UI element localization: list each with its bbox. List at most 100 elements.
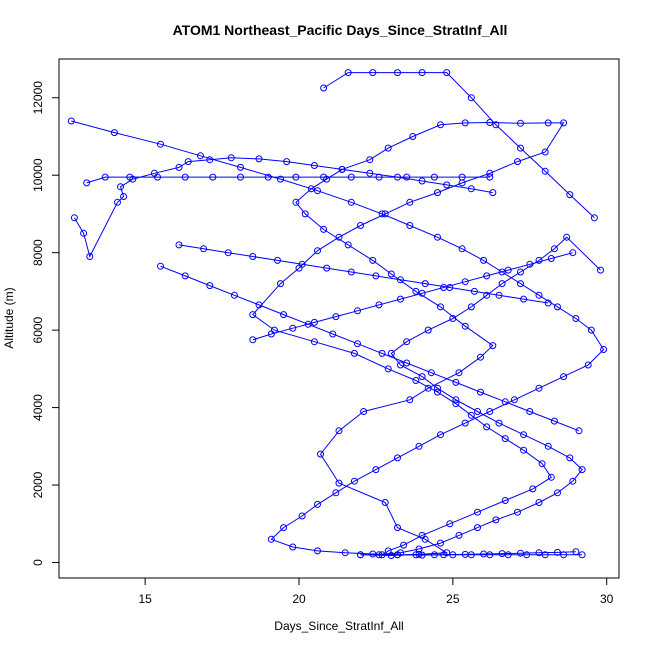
data-point	[520, 431, 528, 439]
data-point	[412, 377, 420, 384]
data-point	[430, 551, 438, 559]
data-point	[504, 551, 512, 559]
data-point	[510, 396, 518, 404]
data-point	[492, 516, 500, 524]
data-point	[498, 280, 506, 288]
data-point	[474, 408, 481, 415]
data-point	[206, 156, 214, 164]
x-axis: 15 20 25 30	[138, 577, 614, 606]
data-point	[403, 338, 411, 346]
data-point	[501, 398, 509, 406]
data-point	[486, 408, 494, 415]
series	[157, 262, 583, 435]
data-point	[317, 450, 324, 458]
data-point	[304, 320, 312, 328]
data-point	[347, 173, 355, 181]
data-point	[458, 173, 466, 181]
data-point	[480, 256, 488, 264]
data-point	[529, 485, 537, 493]
data-point	[587, 326, 595, 334]
data-point	[514, 158, 521, 166]
data-point	[554, 303, 561, 311]
x-tick-label: 25	[446, 592, 460, 606]
data-point	[387, 270, 395, 278]
data-point	[477, 353, 484, 361]
data-point	[418, 531, 426, 539]
data-point	[314, 187, 321, 195]
data-point	[483, 291, 491, 299]
data-point	[344, 241, 352, 249]
data-point	[249, 253, 257, 260]
data-point	[517, 144, 524, 152]
chart-title: ATOM1 Northeast_Pacific Days_Since_Strat…	[173, 22, 508, 38]
data-point	[175, 241, 183, 249]
data-point	[400, 541, 408, 549]
data-point	[277, 280, 284, 288]
data-point	[394, 454, 401, 462]
data-point	[101, 173, 109, 181]
data-point	[544, 442, 552, 450]
data-point	[437, 539, 444, 547]
data-point	[406, 198, 414, 206]
data-point	[474, 524, 481, 532]
x-tick-label: 15	[138, 592, 152, 606]
data-point	[375, 551, 383, 559]
data-point	[298, 260, 306, 268]
data-point	[489, 342, 497, 350]
data-point	[323, 264, 331, 272]
data-point	[372, 466, 380, 474]
data-point	[249, 311, 257, 319]
data-point	[307, 185, 315, 193]
data-point	[277, 175, 284, 183]
data-point	[560, 119, 568, 127]
data-point	[461, 278, 469, 286]
plot-frame	[58, 58, 620, 579]
data-point	[310, 338, 318, 346]
data-point	[424, 384, 432, 392]
data-point	[572, 315, 580, 322]
data-point	[347, 198, 355, 206]
data-point	[354, 307, 361, 315]
data-point	[310, 162, 318, 169]
data-point	[566, 454, 574, 462]
data-point	[418, 373, 426, 381]
series-line	[252, 121, 601, 557]
data-point	[289, 543, 297, 551]
data-point	[255, 155, 263, 163]
data-point	[550, 417, 558, 425]
data-point	[320, 84, 328, 92]
series-line	[178, 244, 549, 304]
data-point	[332, 489, 340, 497]
data-point	[320, 173, 328, 181]
data-point	[354, 340, 361, 348]
data-point	[538, 460, 546, 468]
data-point	[237, 173, 244, 181]
series-line	[73, 157, 493, 258]
series-layer	[67, 69, 608, 559]
data-point	[184, 158, 192, 166]
data-point	[437, 431, 444, 439]
series-line	[252, 252, 573, 341]
data-point	[455, 369, 463, 377]
data-point	[517, 268, 524, 276]
data-point	[489, 189, 497, 197]
series	[249, 249, 577, 344]
data-point	[434, 384, 441, 392]
data-point	[415, 442, 423, 450]
data-point	[486, 173, 494, 181]
data-point	[403, 173, 411, 181]
y-tick-label: 6000	[31, 316, 45, 343]
data-point	[452, 378, 460, 386]
data-point	[384, 144, 392, 152]
data-point	[535, 384, 543, 392]
data-point	[181, 272, 189, 280]
data-point	[560, 373, 568, 381]
data-point	[197, 152, 204, 160]
data-point	[449, 551, 457, 559]
data-point	[424, 326, 432, 334]
data-point	[461, 119, 469, 127]
data-point	[86, 253, 94, 260]
series-line	[160, 265, 580, 432]
data-point	[397, 361, 404, 369]
data-point	[495, 291, 503, 299]
